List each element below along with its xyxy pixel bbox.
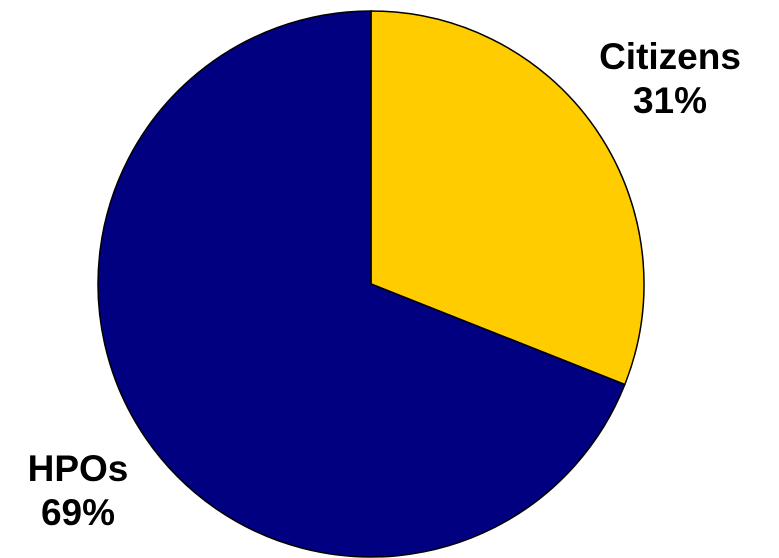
slice-label-citizens: Citizens 31% bbox=[590, 35, 750, 123]
pie-slice-hpos bbox=[97, 10, 626, 558]
slice-value-hpos: 69% bbox=[40, 492, 116, 533]
pie-slice-citizens bbox=[370, 10, 645, 386]
slice-name-citizens: Citizens bbox=[599, 36, 741, 77]
slice-name-hpos: HPOs bbox=[27, 448, 129, 489]
pie-slices bbox=[97, 10, 645, 558]
slice-label-hpos: HPOs 69% bbox=[0, 447, 156, 535]
slice-value-citizens: 31% bbox=[632, 80, 708, 121]
